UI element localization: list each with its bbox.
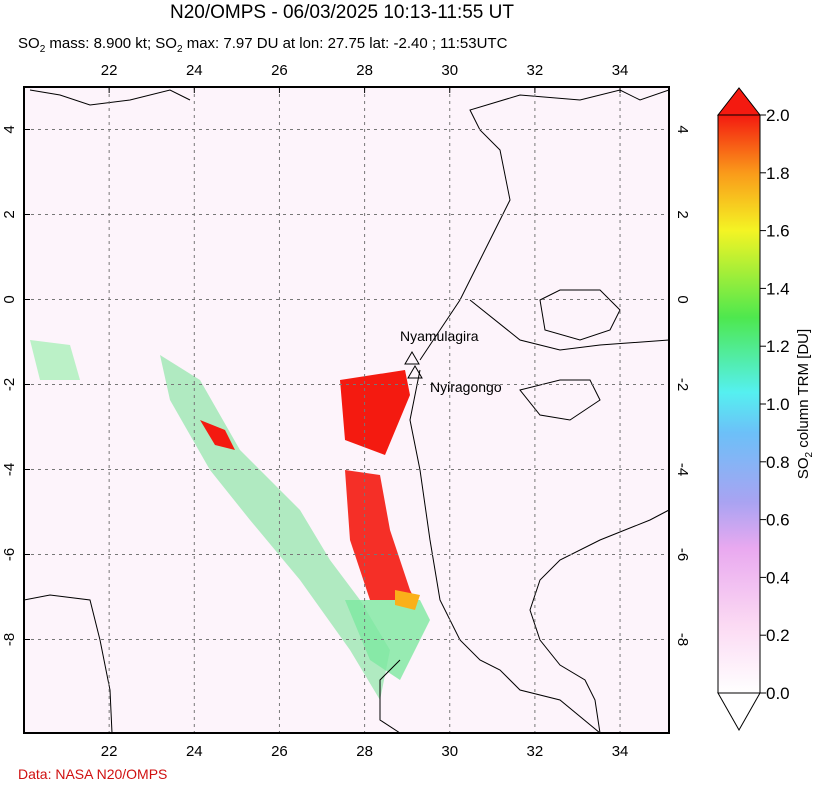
x-tick-label: 22 — [101, 62, 118, 79]
y-tick-label: -4 — [1, 463, 18, 476]
colorbar-tick-label: 1.4 — [766, 279, 790, 298]
x-tick-label: 30 — [441, 743, 458, 760]
colorbar-tick-label: 2.0 — [766, 106, 790, 125]
colorbar-label-text: SO — [795, 457, 812, 479]
y-tick-label: 4 — [1, 125, 18, 133]
colorbar-min-tip — [717, 692, 761, 732]
subtitle-text: SO — [18, 35, 40, 52]
colorbar-tick-label: 0.6 — [766, 511, 790, 530]
y-tick-label: -6 — [674, 548, 691, 561]
subscript: 2 — [804, 451, 815, 457]
data-credit: Data: NASA N20/OMPS — [18, 766, 167, 782]
volcano-marker — [407, 365, 423, 379]
x-tick-label: 24 — [186, 62, 203, 79]
x-tick-label: 30 — [441, 62, 458, 79]
colorbar-tick-label: 0.0 — [766, 684, 790, 703]
colorbar-tick-label: 1.6 — [766, 222, 790, 241]
y-tick-label: 0 — [1, 295, 18, 303]
subtitle-text: mass: 8.900 kt; SO — [45, 35, 177, 52]
x-tick-label: 22 — [101, 743, 118, 760]
subtitle: SO2 mass: 8.900 kt; SO2 max: 7.97 DU at … — [18, 35, 508, 55]
x-tick-label: 28 — [356, 743, 373, 760]
x-tick-label: 34 — [612, 62, 629, 79]
x-tick-label: 26 — [271, 743, 288, 760]
y-tick-label: 4 — [674, 125, 691, 133]
volcano-marker — [404, 351, 420, 365]
x-tick-label: 32 — [527, 62, 544, 79]
colorbar: SO2 column TRM [DU] — [716, 87, 815, 732]
y-tick-label: -4 — [674, 463, 691, 476]
x-tick-label: 34 — [612, 743, 629, 760]
volcano-label: Nyiragongo — [430, 379, 502, 395]
title: N20/OMPS - 06/03/2025 10:13-11:55 UT — [170, 2, 514, 23]
colorbar-tick-label: 0.8 — [766, 453, 790, 472]
subtitle-text: max: 7.97 DU at lon: 27.75 lat: -2.40 ; … — [183, 35, 508, 52]
y-tick-label: -2 — [1, 378, 18, 391]
so2-plume — [30, 340, 430, 700]
y-tick-label: -8 — [1, 633, 18, 646]
volcanoes: Nyamulagira Nyiragongo — [400, 328, 502, 395]
x-tick-label: 32 — [527, 743, 544, 760]
y-tick-label: 2 — [1, 210, 18, 218]
y-tick-label: -8 — [674, 633, 691, 646]
subscript: 2 — [40, 44, 46, 55]
colorbar-label: SO2 column TRM [DU] — [795, 329, 815, 479]
x-tick-label: 24 — [186, 743, 203, 760]
colorbar-tick-label: 1.8 — [766, 164, 790, 183]
subscript: 2 — [177, 44, 183, 55]
coastlines — [24, 89, 669, 733]
colorbar-tick-label: 1.2 — [766, 337, 790, 356]
colorbar-gradient — [717, 114, 761, 694]
x-tick-label: 28 — [356, 62, 373, 79]
y-tick-label: 2 — [674, 210, 691, 218]
colorbar-max-tip — [716, 87, 762, 116]
colorbar-tick-label: 0.4 — [766, 568, 790, 587]
y-tick-label: 0 — [674, 295, 691, 303]
colorbar-tick-label: 1.0 — [766, 395, 790, 414]
y-tick-label: -2 — [674, 378, 691, 391]
x-tick-label: 26 — [271, 62, 288, 79]
map — [24, 87, 669, 733]
colorbar-label-text: column TRM [DU] — [795, 329, 812, 452]
map-frame — [23, 86, 670, 734]
volcano-label: Nyamulagira — [400, 328, 479, 344]
y-tick-label: -6 — [1, 548, 18, 561]
colorbar-tick-label: 0.2 — [766, 626, 790, 645]
